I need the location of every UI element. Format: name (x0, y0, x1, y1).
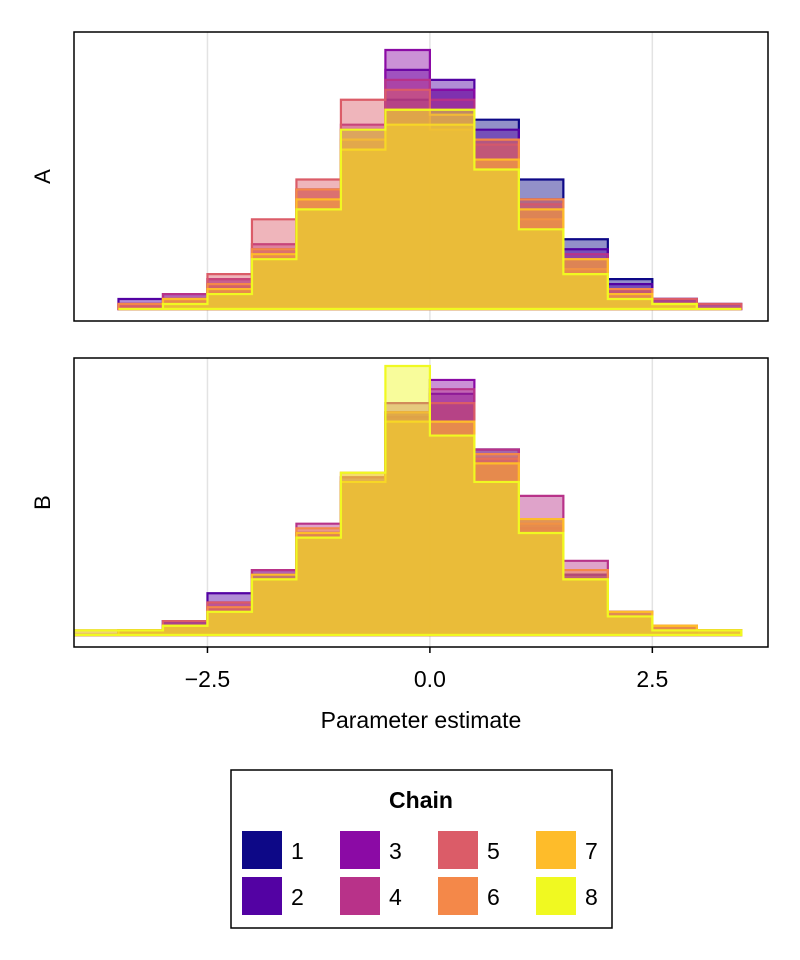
histogram-series-8 (118, 108, 742, 311)
legend: Chain 1 2 3 4 5 6 7 8 (230, 769, 613, 929)
legend-title: Chain (389, 787, 453, 813)
panel-b: B (30, 357, 769, 648)
x-tick-label: 2.5 (636, 666, 668, 692)
x-axis-label: Parameter estimate (321, 707, 522, 733)
panel-label-b: B (30, 495, 55, 510)
legend-swatch-1 (242, 831, 282, 869)
panel-frame (73, 357, 769, 648)
legend-label-8: 8 (585, 884, 598, 910)
legend-entries: 1 2 3 4 5 6 7 8 (242, 831, 598, 915)
x-axis: −2.5 0.0 2.5 (185, 647, 668, 692)
x-tick-label: 0.0 (414, 666, 446, 692)
legend-swatch-6 (438, 877, 478, 915)
histogram-series-8 (74, 364, 743, 637)
legend-label-4: 4 (389, 884, 402, 910)
x-tick-label: −2.5 (185, 666, 230, 692)
legend-label-7: 7 (585, 838, 598, 864)
legend-swatch-4 (340, 877, 380, 915)
panel-a: A (30, 31, 769, 322)
legend-label-3: 3 (389, 838, 402, 864)
legend-label-5: 5 (487, 838, 500, 864)
legend-swatch-7 (536, 831, 576, 869)
legend-swatch-2 (242, 877, 282, 915)
legend-swatch-5 (438, 831, 478, 869)
legend-swatch-8 (536, 877, 576, 915)
legend-label-6: 6 (487, 884, 500, 910)
panel-frame (73, 31, 769, 322)
legend-label-2: 2 (291, 884, 304, 910)
legend-label-1: 1 (291, 838, 304, 864)
legend-swatch-3 (340, 831, 380, 869)
panel-label-a: A (30, 169, 55, 184)
